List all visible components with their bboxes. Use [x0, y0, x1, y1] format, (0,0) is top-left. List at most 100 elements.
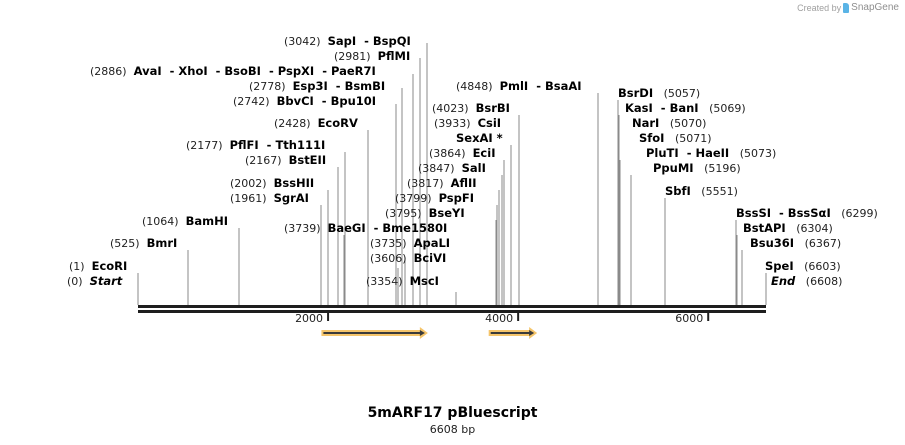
- enzyme-label[interactable]: (2428) EcoRV: [274, 116, 358, 131]
- cut-position: (3847): [418, 162, 455, 175]
- enzyme-name: SexAI *: [456, 131, 503, 145]
- enzyme-name: Esp3I - BsmBI: [292, 79, 386, 93]
- cut-position: (6299): [841, 207, 878, 220]
- enzyme-label[interactable]: KasI - BanI (5069): [625, 101, 746, 116]
- cut-position: (5071): [674, 132, 712, 145]
- enzyme-name: SpeI: [765, 259, 794, 273]
- tick-label-6000: 6000: [675, 312, 704, 325]
- cut-position: (6608): [805, 275, 843, 288]
- enzyme-name: SfoI: [639, 131, 665, 145]
- cut-position: (5057): [663, 87, 701, 100]
- cut-position: (6367): [804, 237, 842, 250]
- enzyme-label[interactable]: (525) BmrI: [110, 236, 178, 251]
- enzyme-label[interactable]: (3847) SalI: [418, 162, 486, 176]
- cut-position: (5070): [669, 117, 707, 130]
- cut-position: (3606): [370, 252, 407, 265]
- snapgene-logo-icon: [843, 2, 850, 13]
- enzyme-label[interactable]: (1064) BamHI: [142, 215, 228, 229]
- cut-position: (5073): [739, 147, 777, 160]
- cut-site-lines: [137, 43, 767, 305]
- cut-position: (2167): [245, 154, 282, 167]
- enzyme-label[interactable]: (4023) BsrBI: [432, 101, 510, 116]
- enzyme-label[interactable]: (2778) Esp3I - BsmBI: [249, 79, 386, 94]
- cut-position: (4023): [432, 102, 469, 115]
- enzyme-label[interactable]: NarI (5070): [632, 116, 707, 131]
- enzyme-label[interactable]: (0) Start: [67, 274, 123, 289]
- enzyme-label[interactable]: PpuMI (5196): [653, 162, 741, 176]
- enzyme-label[interactable]: (2167) BstEII: [245, 153, 327, 168]
- enzyme-name: SbfI: [665, 184, 691, 198]
- enzyme-label[interactable]: (1961) SgrAI: [230, 192, 309, 206]
- enzyme-label[interactable]: SexAI *: [456, 132, 503, 145]
- cut-position: (3795): [385, 207, 422, 220]
- cut-position: (3354): [366, 275, 403, 288]
- enzyme-name: BstAPI: [743, 221, 786, 235]
- enzyme-label[interactable]: (3817) AflII: [407, 177, 477, 191]
- credit-prefix: Created by: [797, 2, 842, 13]
- enzyme-label[interactable]: (1) EcoRI: [69, 260, 127, 274]
- cut-position: (3799): [395, 192, 432, 205]
- cut-position: (5551): [701, 185, 738, 198]
- enzyme-label[interactable]: PluTI - HaeII (5073): [646, 147, 777, 161]
- enzyme-name: Bsu36I: [750, 236, 795, 250]
- enzyme-label[interactable]: (3795) BseYI: [385, 206, 465, 221]
- cut-position: (1961): [230, 192, 267, 205]
- enzyme-label[interactable]: (2177) PflFI - Tth111I: [186, 138, 326, 153]
- enzyme-label[interactable]: (2886) AvaI - XhoI - BsoBI - PspXI - Pae…: [90, 65, 376, 79]
- cut-position: (5069): [709, 102, 746, 115]
- enzyme-name: CsiI: [477, 116, 502, 130]
- enzyme-label[interactable]: BssSI - BssSαI (6299): [736, 206, 878, 221]
- enzyme-label[interactable]: (3042) SapI - BspQI: [284, 35, 411, 49]
- cut-position: (1064): [142, 215, 179, 228]
- enzyme-name: KasI - BanI: [625, 101, 699, 115]
- enzyme-name: EcoRV: [317, 116, 358, 130]
- cut-position: (2177): [186, 139, 223, 152]
- enzyme-label[interactable]: (3739) BaeGI - Bme1580I: [284, 222, 447, 236]
- enzyme-label[interactable]: (2742) BbvCI - Bpu10I: [233, 95, 376, 109]
- enzyme-name: MscI: [409, 274, 439, 288]
- enzyme-label[interactable]: SbfI (5551): [665, 184, 738, 199]
- enzyme-label[interactable]: BsrDI (5057): [618, 87, 701, 101]
- enzyme-name: PflFI - Tth111I: [229, 138, 326, 152]
- enzyme-label[interactable]: (2981) PflMI: [334, 50, 410, 64]
- cut-position: (3864): [429, 147, 466, 160]
- enzyme-label[interactable]: BstAPI (6304): [743, 221, 833, 236]
- cut-position: (2742): [233, 95, 270, 108]
- enzyme-label[interactable]: (3799) PspFI: [395, 191, 475, 206]
- cut-position: (4848): [456, 80, 493, 93]
- enzyme-label[interactable]: SfoI (5071): [639, 131, 712, 146]
- cut-position: (2428): [274, 117, 311, 130]
- enzyme-label[interactable]: (2002) BssHII: [230, 176, 315, 191]
- map-title: 5mARF17 pBluescript: [367, 405, 538, 421]
- cut-position: (6304): [796, 222, 833, 235]
- enzyme-name: BseYI: [428, 206, 465, 220]
- enzyme-label[interactable]: End (6608): [771, 274, 843, 289]
- enzyme-label[interactable]: SpeI (6603): [765, 259, 841, 274]
- enzyme-name: BssSI - BssSαI: [736, 206, 831, 220]
- enzyme-name: BssHII: [273, 176, 315, 190]
- enzyme-label[interactable]: (3933) CsiI: [434, 116, 502, 131]
- credit-brand: SnapGene: [851, 2, 899, 13]
- enzyme-name: BstEII: [288, 153, 327, 167]
- enzyme-label[interactable]: (3606) BciVI: [370, 252, 446, 266]
- enzyme-name: BsrBI: [475, 101, 510, 115]
- enzyme-name: BmrI: [146, 236, 178, 250]
- enzyme-name: PspFI: [438, 191, 475, 205]
- enzyme-label[interactable]: (3354) MscI: [366, 274, 439, 289]
- cut-position: (3735): [370, 237, 407, 250]
- cut-position: (3933): [434, 117, 471, 130]
- enzyme-name: Start: [89, 274, 123, 288]
- enzyme-name: PmlI - BsaAI: [499, 79, 582, 93]
- cut-position: (3817): [407, 177, 444, 190]
- enzyme-label[interactable]: (3735) ApaLI: [370, 237, 450, 251]
- enzyme-label[interactable]: (4848) PmlI - BsaAI: [456, 79, 582, 94]
- enzyme-label[interactable]: Bsu36I (6367): [750, 236, 842, 251]
- cut-position: (2002): [230, 177, 267, 190]
- cut-position: (0): [67, 275, 83, 288]
- tick-label-4000: 4000: [485, 312, 514, 325]
- enzyme-name: NarI: [632, 116, 660, 130]
- enzyme-name: End: [771, 274, 796, 288]
- cut-position: (6603): [804, 260, 841, 273]
- enzyme-label[interactable]: (3864) EciI: [429, 147, 495, 161]
